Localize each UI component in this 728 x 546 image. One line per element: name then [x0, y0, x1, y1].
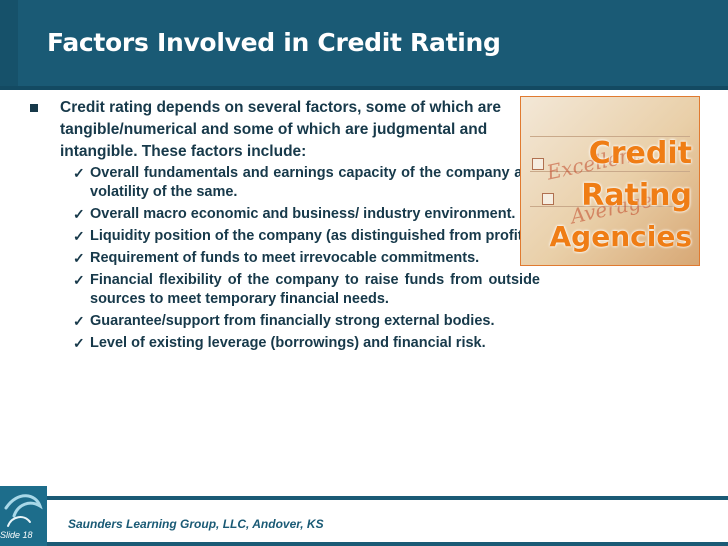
square-bullet-icon — [30, 104, 38, 112]
title-underline — [0, 86, 728, 90]
sub-bullet-text: Overall macro economic and business/ ind… — [90, 206, 516, 222]
sub-bullet-list: ✓ Overall fundamentals and earnings capac… — [30, 164, 540, 353]
form-line — [530, 206, 690, 207]
sub-bullet: ✓ Overall fundamentals and earnings capac… — [30, 164, 540, 202]
slide-title: Factors Involved in Credit Rating — [47, 28, 501, 57]
sub-bullet: ✓ Level of existing leverage (borrowings)… — [30, 334, 540, 353]
sub-bullet: ✓ Overall macro economic and business/ in… — [30, 205, 540, 224]
checkbox-icon — [542, 193, 554, 205]
logo-icon — [0, 486, 47, 546]
main-bullet-text: Credit rating depends on several factors… — [60, 99, 502, 160]
main-bullet: Credit rating depends on several factors… — [30, 97, 540, 163]
sub-bullet-text: Financial flexibility of the company to … — [90, 272, 540, 307]
checkmark-icon: ✓ — [73, 206, 85, 222]
title-bar — [0, 0, 728, 90]
image-word: Credit — [588, 136, 692, 171]
title-accent — [0, 0, 18, 90]
checkmark-icon: ✓ — [73, 335, 85, 351]
credit-rating-image: Excellent Average Credit Rating Agencies — [520, 96, 700, 266]
checkmark-icon: ✓ — [73, 250, 85, 266]
checkmark-icon: ✓ — [73, 313, 85, 329]
footer-panel — [47, 500, 728, 542]
checkmark-icon: ✓ — [73, 165, 85, 181]
sub-bullet: ✓ Requirement of funds to meet irrevocabl… — [30, 249, 540, 268]
image-word: Rating — [581, 178, 692, 213]
footer-text: Saunders Learning Group, LLC, Andover, K… — [68, 517, 324, 531]
checkmark-icon: ✓ — [73, 228, 85, 244]
sub-bullet-text: Guarantee/support from financially stron… — [90, 313, 495, 329]
slide-number: Slide 18 — [0, 530, 33, 540]
form-line — [530, 136, 690, 137]
form-line — [530, 171, 690, 172]
image-frame — [520, 96, 700, 266]
checkmark-icon: ✓ — [73, 272, 85, 288]
sub-bullet-text: Level of existing leverage (borrowings) … — [90, 335, 486, 351]
sub-bullet-text: Requirement of funds to meet irrevocable… — [90, 250, 480, 266]
sub-bullet: ✓ Guarantee/support from financially stro… — [30, 312, 540, 331]
slide-content: Credit rating depends on several factors… — [30, 97, 540, 356]
sub-bullet-text: Liquidity position of the company (as di… — [90, 228, 540, 244]
sub-bullet: ✓ Financial flexibility of the company to… — [30, 271, 540, 309]
logo-graphic — [4, 494, 43, 527]
checkbox-icon — [532, 158, 544, 170]
image-word: Agencies — [549, 220, 693, 253]
sub-bullet: ✓ Liquidity position of the company (as d… — [30, 227, 540, 246]
sub-bullet-text: Overall fundamentals and earnings capaci… — [90, 165, 540, 200]
